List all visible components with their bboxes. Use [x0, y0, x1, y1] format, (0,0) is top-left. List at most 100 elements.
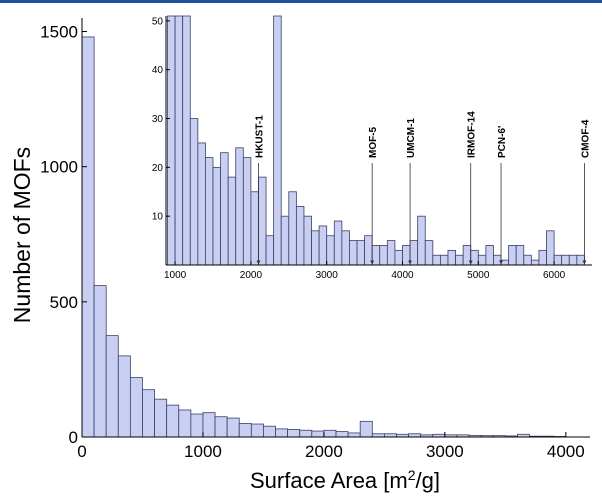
main-y-tick-label: 0 [69, 428, 78, 447]
inset-bar [417, 215, 426, 266]
annotation-label: IRMOF-14 [467, 111, 478, 158]
inset-bar [538, 249, 547, 266]
inset-bar [447, 249, 456, 266]
inset-bar [470, 249, 479, 266]
inset-histogram: 1000 2000 3000 4000 5000 6000 10 20 30 40 50 HKUST… [140, 10, 598, 288]
inset-bar [205, 157, 214, 266]
annotation-label: PCN-6' [497, 126, 508, 158]
main-bar [238, 423, 252, 438]
main-histogram-bars [81, 36, 567, 438]
inset-y-tick-label: 30 [152, 114, 164, 125]
inset-x-tick-label: 5000 [467, 270, 490, 281]
top-rule [0, 0, 602, 3]
main-x-tick-label: 2000 [305, 442, 343, 461]
inset-bar [333, 220, 343, 266]
inset-bar [455, 254, 464, 266]
inset-bar [546, 230, 555, 266]
inset-x-tick-label: 2000 [240, 270, 263, 281]
inset-y-tick-label: 20 [152, 163, 164, 174]
inset-annotations: HKUST-1 MOF-5 UMCM-1 IRMOF-14 PCN-6' CMOF-4 [254, 111, 591, 265]
inset-bar [303, 215, 312, 266]
inset-bar [167, 15, 176, 266]
main-bar [263, 425, 276, 438]
main-bar [142, 389, 155, 438]
inset-bar [568, 254, 578, 266]
inset-bar [311, 230, 320, 266]
main-bar [335, 431, 349, 438]
main-bar [250, 423, 264, 438]
annotation-label: CMOF-4 [580, 119, 591, 158]
inset-bar [561, 254, 570, 266]
main-y-tick-label: 1500 [40, 22, 78, 41]
inset-bar [523, 254, 532, 266]
inset-bar [508, 245, 517, 266]
main-axes: 0 1000 2000 3000 4000 0 500 1000 1500 [40, 18, 590, 461]
inset-bar [402, 245, 411, 266]
main-bar [105, 335, 119, 438]
main-bar [81, 36, 95, 438]
main-x-tick-label: 1000 [184, 442, 222, 461]
main-bar [347, 432, 361, 438]
inset-bar [341, 230, 350, 266]
inset-bar [349, 240, 358, 266]
inset-bar [258, 176, 267, 266]
annotation-label: HKUST-1 [254, 115, 265, 158]
inset-bar [265, 235, 275, 266]
main-x-axis-label: Surface Area [m2/g] [250, 467, 440, 493]
inset-bar [371, 245, 381, 266]
inset-bar [326, 235, 335, 266]
inset-bar [500, 259, 510, 266]
inset-bar [356, 240, 365, 266]
inset-bar [439, 254, 449, 266]
inset-bar [462, 245, 472, 266]
main-bar [93, 285, 107, 438]
inset-bar [386, 240, 396, 266]
inset-x-tick-label: 3000 [316, 270, 339, 281]
inset-bar [174, 15, 184, 266]
inset-bar [212, 166, 221, 266]
inset-bar [424, 240, 434, 266]
main-bar [166, 404, 180, 438]
inset-bar [235, 147, 244, 266]
main-x-tick-label: 4000 [547, 442, 585, 461]
inset-bar [182, 15, 191, 266]
inset-bar [364, 235, 373, 266]
inset-bar [189, 118, 199, 266]
inset-bar [295, 206, 305, 266]
main-bar [287, 429, 301, 438]
main-bar [129, 377, 143, 438]
inset-bar [280, 215, 290, 266]
inset-bar [576, 254, 585, 266]
main-bar [323, 429, 337, 438]
inset-bar [288, 191, 297, 266]
main-y-tick-label: 500 [50, 293, 78, 312]
inset-bar [477, 254, 487, 266]
inset-bar [242, 157, 252, 266]
inset-y-tick-label: 10 [152, 212, 164, 223]
main-bar [275, 428, 289, 438]
inset-y-tick-label: 50 [152, 16, 164, 27]
inset-bar [394, 249, 403, 266]
inset-bar [485, 245, 494, 266]
inset-x-tick-label: 6000 [543, 270, 566, 281]
inset-bar [379, 245, 388, 266]
main-x-tick-label: 0 [77, 442, 86, 461]
main-bar [190, 413, 204, 438]
inset-x-tick-label: 1000 [164, 270, 187, 281]
main-bar [117, 355, 131, 438]
inset-bar [432, 254, 441, 266]
inset-bar [553, 254, 563, 266]
inset-bar [273, 15, 282, 266]
inset-axes: 1000 2000 3000 4000 5000 6000 10 20 30 40 50 [152, 16, 592, 281]
main-bar [202, 412, 216, 438]
inset-bar [515, 245, 525, 266]
inset-bar [318, 225, 328, 266]
main-bar [154, 398, 168, 438]
inset-bar [227, 176, 237, 266]
inset-x-tick-label: 4000 [391, 270, 414, 281]
inset-bar [220, 152, 229, 266]
inset-y-tick-label: 40 [152, 65, 164, 76]
main-bar [311, 430, 325, 438]
inset-bar [530, 259, 540, 266]
